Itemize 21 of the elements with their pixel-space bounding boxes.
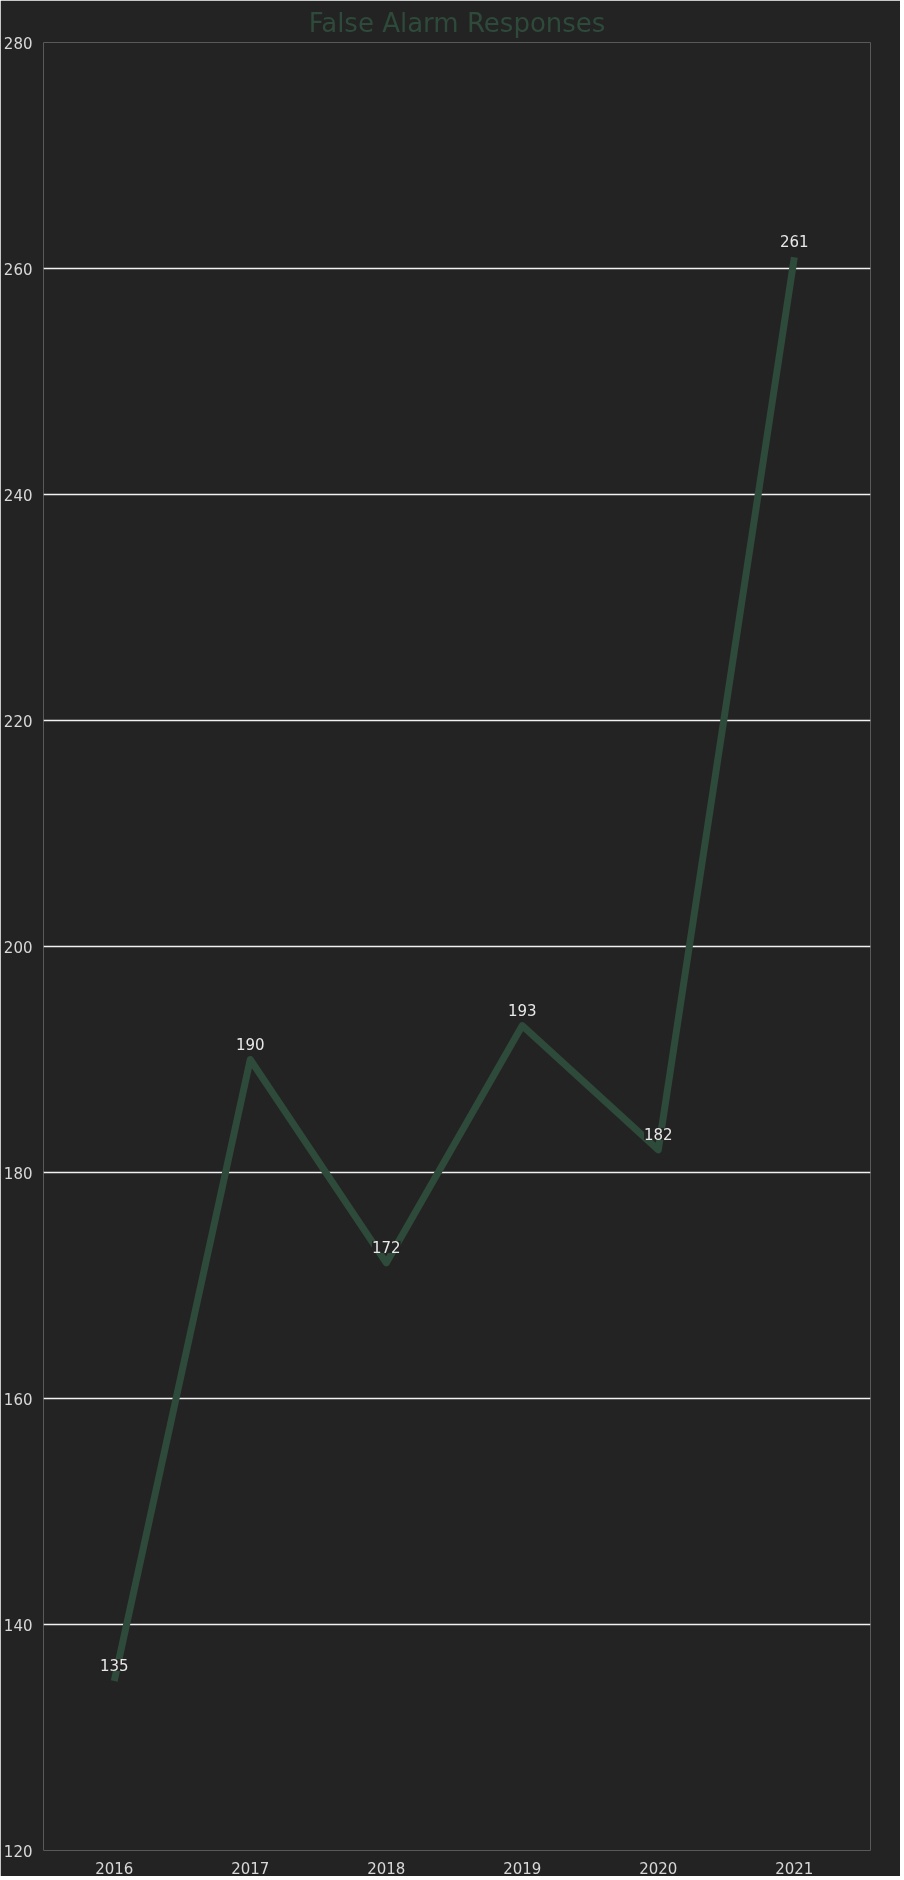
x-tick-label: 2020	[639, 1859, 678, 1878]
y-tick-label: 120	[3, 1842, 33, 1861]
y-tick-label: 140	[3, 1616, 33, 1635]
y-tick-label: 280	[3, 34, 33, 53]
data-label: 193	[507, 1001, 537, 1020]
data-label: 182	[643, 1125, 673, 1144]
data-label: 135	[99, 1657, 129, 1675]
x-tick-label: 2016	[95, 1859, 134, 1878]
data-label: 190	[235, 1035, 265, 1054]
y-tick-label: 240	[3, 486, 33, 505]
data-label: 172	[371, 1238, 401, 1257]
x-tick-label: 2018	[367, 1859, 406, 1878]
y-tick-label: 260	[3, 260, 33, 279]
y-tick-label: 220	[3, 712, 33, 731]
y-tick-label: 180	[3, 1164, 33, 1183]
data-label: 261	[780, 233, 809, 252]
x-tick-label: 2019	[503, 1859, 542, 1878]
x-tick-label: 2021	[775, 1859, 814, 1878]
y-tick-label: 200	[3, 938, 33, 957]
y-tick-label: 160	[3, 1390, 33, 1409]
x-tick-label: 2017	[231, 1859, 270, 1878]
